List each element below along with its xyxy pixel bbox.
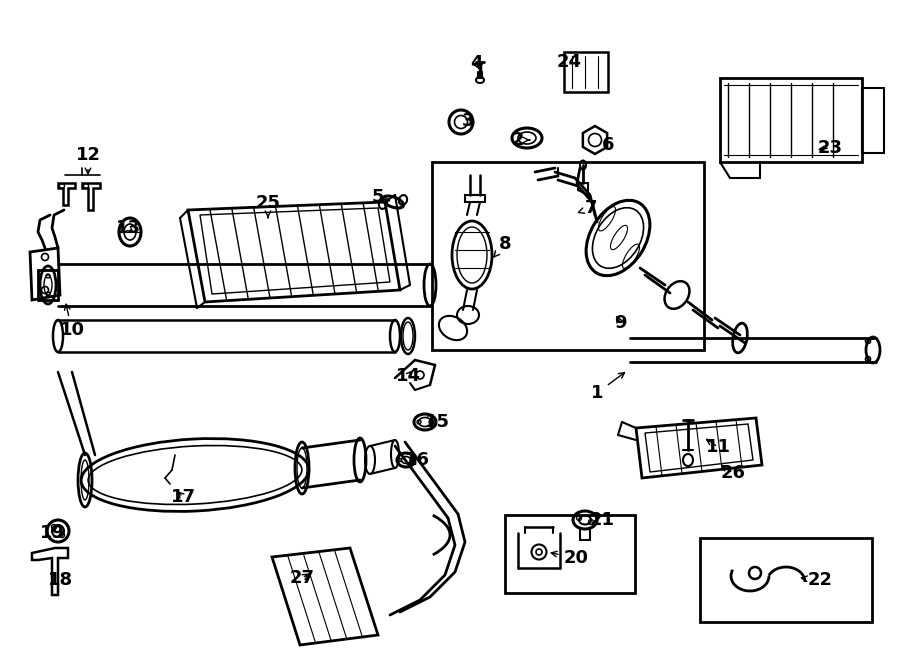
Text: 26: 26 — [721, 464, 745, 482]
Text: 16: 16 — [404, 451, 429, 469]
Text: 11: 11 — [706, 438, 731, 456]
Text: 4: 4 — [470, 54, 482, 72]
Text: 22: 22 — [801, 571, 832, 589]
Text: 14: 14 — [395, 367, 420, 385]
Text: 25: 25 — [256, 194, 281, 217]
Text: 10: 10 — [59, 304, 85, 339]
Text: 2: 2 — [512, 131, 530, 149]
Text: 24: 24 — [556, 53, 581, 71]
Bar — [862, 88, 884, 153]
Text: 17: 17 — [170, 488, 195, 506]
Bar — [432, 162, 704, 350]
Ellipse shape — [382, 196, 403, 208]
Text: 7: 7 — [579, 199, 598, 217]
Text: 27: 27 — [290, 569, 314, 587]
Text: 5: 5 — [372, 188, 390, 206]
Text: 23: 23 — [817, 139, 842, 157]
Text: 15: 15 — [425, 413, 449, 431]
Text: 18: 18 — [48, 571, 73, 589]
Text: 8: 8 — [494, 235, 511, 257]
Text: 19: 19 — [40, 524, 65, 542]
Text: 6: 6 — [602, 136, 614, 154]
Bar — [564, 52, 608, 92]
Text: 12: 12 — [76, 146, 101, 174]
Text: 21: 21 — [590, 511, 615, 529]
Text: 20: 20 — [551, 549, 589, 567]
Text: 13: 13 — [115, 219, 140, 237]
Bar — [700, 538, 872, 622]
Text: 3: 3 — [462, 112, 474, 130]
Text: 1: 1 — [590, 373, 625, 402]
Bar — [505, 515, 635, 593]
Text: 9: 9 — [614, 314, 626, 332]
